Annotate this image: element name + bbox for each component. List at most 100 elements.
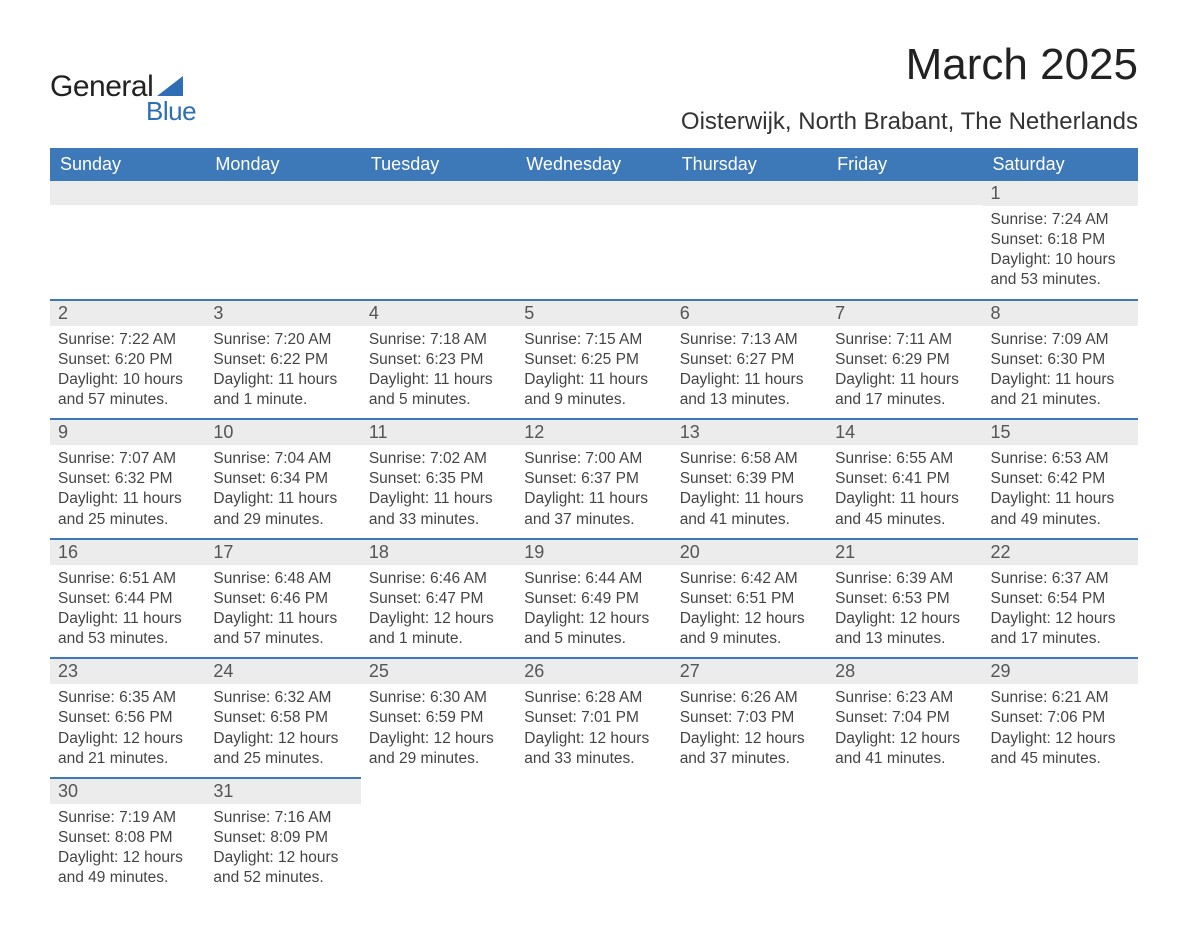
day-body: Sunrise: 6:42 AMSunset: 6:51 PMDaylight:… [672, 565, 827, 658]
daylight-text: Daylight: 11 hours and 17 minutes. [835, 370, 974, 410]
weekday-header: Wednesday [516, 148, 671, 181]
sunset-text: Sunset: 6:37 PM [524, 469, 663, 489]
calendar-table: Sunday Monday Tuesday Wednesday Thursday… [50, 148, 1138, 896]
sunrise-text: Sunrise: 6:55 AM [835, 449, 974, 469]
calendar-day-cell: 9Sunrise: 7:07 AMSunset: 6:32 PMDaylight… [50, 419, 205, 539]
page-header: General Blue March 2025 Oisterwijk, Nort… [50, 40, 1138, 136]
logo: General Blue [50, 40, 196, 127]
daylight-text: Daylight: 12 hours and 52 minutes. [213, 848, 352, 888]
daylight-text: Daylight: 12 hours and 45 minutes. [991, 729, 1130, 769]
sunset-text: Sunset: 8:09 PM [213, 828, 352, 848]
calendar-day-cell: 24Sunrise: 6:32 AMSunset: 6:58 PMDayligh… [205, 658, 360, 778]
day-number: 25 [361, 659, 516, 684]
sunset-text: Sunset: 6:30 PM [991, 350, 1130, 370]
sunrise-text: Sunrise: 7:18 AM [369, 330, 508, 350]
day-number: 6 [672, 301, 827, 326]
sunset-text: Sunset: 6:34 PM [213, 469, 352, 489]
calendar-day-cell: 2Sunrise: 7:22 AMSunset: 6:20 PMDaylight… [50, 300, 205, 420]
sunset-text: Sunset: 6:42 PM [991, 469, 1130, 489]
day-number: 12 [516, 420, 671, 445]
sunset-text: Sunset: 7:01 PM [524, 708, 663, 728]
day-number: 31 [205, 779, 360, 804]
daylight-text: Daylight: 11 hours and 41 minutes. [680, 489, 819, 529]
day-body: Sunrise: 7:18 AMSunset: 6:23 PMDaylight:… [361, 326, 516, 419]
day-body [361, 802, 516, 862]
sunrise-text: Sunrise: 7:02 AM [369, 449, 508, 469]
day-body: Sunrise: 6:30 AMSunset: 6:59 PMDaylight:… [361, 684, 516, 777]
day-body: Sunrise: 6:26 AMSunset: 7:03 PMDaylight:… [672, 684, 827, 777]
sunset-text: Sunset: 6:18 PM [991, 230, 1130, 250]
daylight-text: Daylight: 12 hours and 29 minutes. [369, 729, 508, 769]
day-number [361, 181, 516, 205]
day-body: Sunrise: 7:04 AMSunset: 6:34 PMDaylight:… [205, 445, 360, 538]
day-body [827, 802, 982, 862]
daylight-text: Daylight: 11 hours and 33 minutes. [369, 489, 508, 529]
sunset-text: Sunset: 7:04 PM [835, 708, 974, 728]
sunset-text: Sunset: 7:06 PM [991, 708, 1130, 728]
calendar-day-cell: 19Sunrise: 6:44 AMSunset: 6:49 PMDayligh… [516, 539, 671, 659]
sunset-text: Sunset: 6:46 PM [213, 589, 352, 609]
calendar-day-cell [361, 181, 516, 300]
daylight-text: Daylight: 12 hours and 1 minute. [369, 609, 508, 649]
day-body: Sunrise: 7:07 AMSunset: 6:32 PMDaylight:… [50, 445, 205, 538]
calendar-day-cell [983, 778, 1138, 897]
calendar-day-cell: 27Sunrise: 6:26 AMSunset: 7:03 PMDayligh… [672, 658, 827, 778]
day-body: Sunrise: 6:48 AMSunset: 6:46 PMDaylight:… [205, 565, 360, 658]
calendar-week-row: 9Sunrise: 7:07 AMSunset: 6:32 PMDaylight… [50, 419, 1138, 539]
calendar-day-cell: 3Sunrise: 7:20 AMSunset: 6:22 PMDaylight… [205, 300, 360, 420]
day-body: Sunrise: 6:32 AMSunset: 6:58 PMDaylight:… [205, 684, 360, 777]
day-number: 17 [205, 540, 360, 565]
weekday-header: Sunday [50, 148, 205, 181]
daylight-text: Daylight: 12 hours and 21 minutes. [58, 729, 197, 769]
daylight-text: Daylight: 12 hours and 41 minutes. [835, 729, 974, 769]
sunset-text: Sunset: 6:54 PM [991, 589, 1130, 609]
sunset-text: Sunset: 6:32 PM [58, 469, 197, 489]
calendar-day-cell [827, 778, 982, 897]
sunset-text: Sunset: 7:03 PM [680, 708, 819, 728]
sunrise-text: Sunrise: 6:26 AM [680, 688, 819, 708]
day-body [983, 802, 1138, 862]
sunset-text: Sunset: 6:53 PM [835, 589, 974, 609]
day-number: 3 [205, 301, 360, 326]
day-number: 10 [205, 420, 360, 445]
calendar-day-cell: 8Sunrise: 7:09 AMSunset: 6:30 PMDaylight… [983, 300, 1138, 420]
calendar-day-cell: 15Sunrise: 6:53 AMSunset: 6:42 PMDayligh… [983, 419, 1138, 539]
day-number: 30 [50, 779, 205, 804]
calendar-day-cell: 31Sunrise: 7:16 AMSunset: 8:09 PMDayligh… [205, 778, 360, 897]
calendar-day-cell [361, 778, 516, 897]
day-body [827, 205, 982, 265]
sunrise-text: Sunrise: 7:09 AM [991, 330, 1130, 350]
day-body [672, 205, 827, 265]
day-body: Sunrise: 6:35 AMSunset: 6:56 PMDaylight:… [50, 684, 205, 777]
day-body: Sunrise: 7:11 AMSunset: 6:29 PMDaylight:… [827, 326, 982, 419]
sunset-text: Sunset: 6:25 PM [524, 350, 663, 370]
day-body: Sunrise: 7:20 AMSunset: 6:22 PMDaylight:… [205, 326, 360, 419]
daylight-text: Daylight: 11 hours and 5 minutes. [369, 370, 508, 410]
sunrise-text: Sunrise: 7:11 AM [835, 330, 974, 350]
sunset-text: Sunset: 6:41 PM [835, 469, 974, 489]
sunset-text: Sunset: 6:23 PM [369, 350, 508, 370]
sunset-text: Sunset: 6:20 PM [58, 350, 197, 370]
calendar-day-cell [672, 181, 827, 300]
sunrise-text: Sunrise: 6:48 AM [213, 569, 352, 589]
day-body [672, 802, 827, 862]
calendar-week-row: 30Sunrise: 7:19 AMSunset: 8:08 PMDayligh… [50, 778, 1138, 897]
day-number: 14 [827, 420, 982, 445]
sunset-text: Sunset: 6:51 PM [680, 589, 819, 609]
day-body [516, 802, 671, 862]
day-body: Sunrise: 7:15 AMSunset: 6:25 PMDaylight:… [516, 326, 671, 419]
sunrise-text: Sunrise: 7:04 AM [213, 449, 352, 469]
day-body: Sunrise: 6:37 AMSunset: 6:54 PMDaylight:… [983, 565, 1138, 658]
day-body: Sunrise: 7:19 AMSunset: 8:08 PMDaylight:… [50, 804, 205, 897]
calendar-day-cell: 20Sunrise: 6:42 AMSunset: 6:51 PMDayligh… [672, 539, 827, 659]
calendar-week-row: 23Sunrise: 6:35 AMSunset: 6:56 PMDayligh… [50, 658, 1138, 778]
sunrise-text: Sunrise: 6:51 AM [58, 569, 197, 589]
location-subtitle: Oisterwijk, North Brabant, The Netherlan… [681, 108, 1138, 136]
sunset-text: Sunset: 6:35 PM [369, 469, 508, 489]
calendar-day-cell: 22Sunrise: 6:37 AMSunset: 6:54 PMDayligh… [983, 539, 1138, 659]
day-body: Sunrise: 6:55 AMSunset: 6:41 PMDaylight:… [827, 445, 982, 538]
day-number: 26 [516, 659, 671, 684]
day-body: Sunrise: 7:24 AMSunset: 6:18 PMDaylight:… [983, 206, 1138, 299]
day-body: Sunrise: 6:39 AMSunset: 6:53 PMDaylight:… [827, 565, 982, 658]
day-number: 13 [672, 420, 827, 445]
